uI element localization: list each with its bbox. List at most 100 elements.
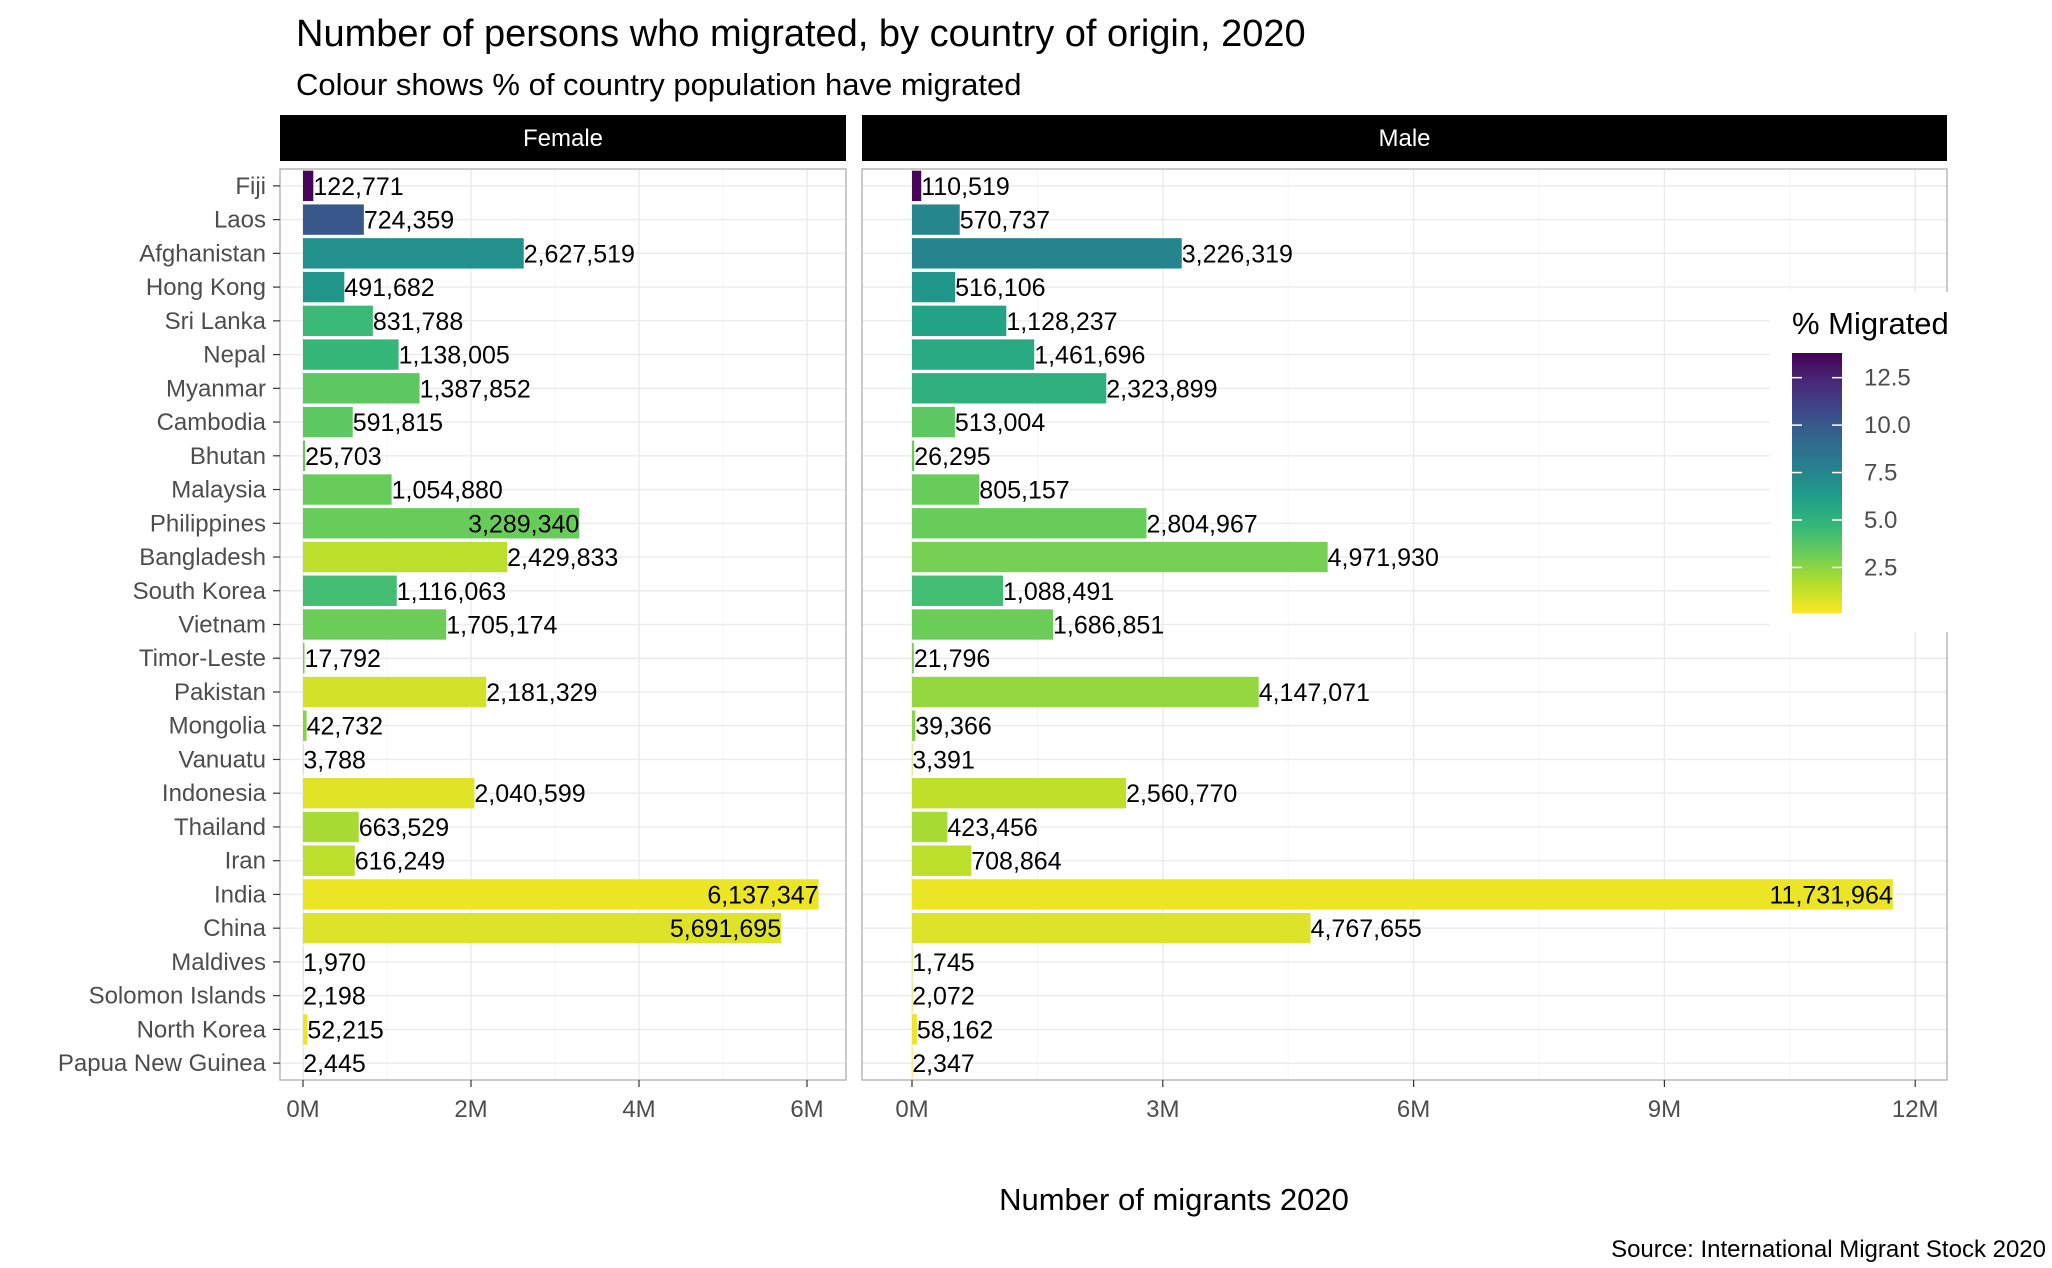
y-tick-label: Indonesia (162, 780, 267, 807)
color-legend: % Migrated 12.5 10.0 7.5 5.0 2.5 (1770, 292, 2005, 632)
x-tick-label: 3M (1146, 1096, 1179, 1123)
bar (912, 305, 1007, 337)
bar (912, 508, 1147, 539)
bar (912, 811, 948, 843)
bar (912, 440, 915, 471)
data-label: 4,971,930 (1328, 544, 1439, 572)
bar (912, 946, 913, 978)
data-label: 2,323,899 (1106, 375, 1217, 403)
data-label: 122,771 (313, 173, 403, 201)
data-label: 616,249 (355, 848, 445, 876)
y-tick-label: China (203, 915, 266, 942)
y-tick-label: Papua New Guinea (58, 1050, 267, 1077)
y-tick-label: Malaysia (171, 477, 266, 504)
bar (912, 575, 1003, 606)
bar (912, 238, 1182, 269)
bar (912, 676, 1259, 708)
bar (303, 373, 420, 404)
data-label: 1,088,491 (1003, 578, 1114, 606)
data-label: 2,804,967 (1146, 510, 1257, 538)
y-tick-label: Timor-Leste (139, 645, 266, 672)
data-label: 2,445 (303, 1050, 366, 1078)
data-label: 513,004 (955, 409, 1045, 437)
y-tick-label: India (214, 881, 267, 908)
y-tick-label: Nepal (203, 342, 266, 369)
bar (912, 271, 956, 303)
data-label: 1,387,852 (420, 375, 531, 403)
data-label: 1,970 (303, 949, 366, 977)
bar (303, 811, 359, 843)
bar (303, 676, 487, 708)
bar (303, 710, 307, 741)
y-tick-label: Myanmar (166, 375, 266, 402)
bar (912, 170, 922, 202)
facet-strip-label: Male (1378, 125, 1430, 152)
data-label: 4,767,655 (1311, 915, 1422, 943)
bar (303, 744, 304, 775)
y-tick-label: Maldives (171, 949, 266, 976)
data-label: 491,682 (344, 274, 434, 302)
data-label: 1,054,880 (392, 477, 503, 505)
data-label: 3,289,340 (468, 510, 579, 538)
bar (303, 238, 524, 269)
x-tick-label: 0M (895, 1096, 928, 1123)
data-label: 831,788 (373, 308, 463, 336)
data-label: 26,295 (914, 443, 990, 471)
data-label: 1,116,063 (397, 578, 506, 606)
x-axis-label: Number of migrants 2020 (999, 1182, 1349, 1217)
y-tick-label: Afghanistan (139, 240, 266, 267)
bar (303, 305, 373, 337)
x-tick-label: 4M (622, 1096, 655, 1123)
bar (912, 778, 1127, 809)
bar (303, 541, 508, 573)
x-tick-label: 9M (1648, 1096, 1681, 1123)
bar (303, 643, 305, 674)
y-tick-label: Fiji (235, 173, 266, 200)
legend-colorbar (1792, 353, 1842, 613)
x-tick-label: 6M (1397, 1096, 1430, 1123)
data-label: 1,461,696 (1034, 342, 1145, 370)
bar (303, 339, 399, 370)
bar (303, 946, 304, 978)
data-label: 2,072 (912, 983, 975, 1011)
bar (303, 271, 345, 303)
x-tick-label: 6M (790, 1096, 823, 1123)
data-label: 2,181,329 (486, 679, 597, 707)
bar (303, 980, 304, 1011)
y-tick-label: Laos (214, 207, 266, 234)
data-label: 1,705,174 (446, 612, 557, 640)
data-label: 805,157 (979, 477, 1069, 505)
bar (303, 474, 392, 505)
y-tick-label: North Korea (137, 1016, 267, 1043)
y-tick-label: South Korea (133, 578, 267, 605)
data-label: 5,691,695 (670, 915, 781, 943)
bar (303, 1047, 304, 1079)
y-tick-label: Cambodia (157, 409, 267, 436)
data-label: 2,627,519 (524, 240, 635, 268)
y-tick-label: Hong Kong (146, 274, 266, 301)
legend-tick-label: 12.5 (1864, 365, 1911, 392)
y-tick-label: Bhutan (190, 443, 266, 470)
y-axis-country-labels: Fiji Laos Afghanistan Hong Kong Sri Lanka Nep… (58, 173, 280, 1077)
bar (912, 710, 916, 741)
y-tick-label: Pakistan (174, 679, 266, 706)
data-label: 591,815 (353, 409, 443, 437)
data-label: 21,796 (914, 645, 990, 673)
chart-subtitle: Colour shows % of country population hav… (296, 67, 1021, 102)
y-tick-label: Iran (225, 848, 266, 875)
bar (912, 845, 972, 876)
data-label: 3,788 (303, 746, 366, 774)
data-label: 663,529 (359, 814, 449, 842)
bar (303, 879, 819, 910)
bar (912, 912, 1311, 944)
x-tick-label: 12M (1892, 1096, 1939, 1123)
bar (912, 980, 913, 1011)
bar (303, 508, 580, 539)
y-tick-label: Vietnam (178, 612, 266, 639)
x-tick-label: 0M (286, 1096, 319, 1123)
data-label: 516,106 (955, 274, 1045, 302)
bar (912, 339, 1035, 370)
y-tick-label: Sri Lanka (165, 308, 267, 335)
data-label: 724,359 (364, 207, 454, 235)
